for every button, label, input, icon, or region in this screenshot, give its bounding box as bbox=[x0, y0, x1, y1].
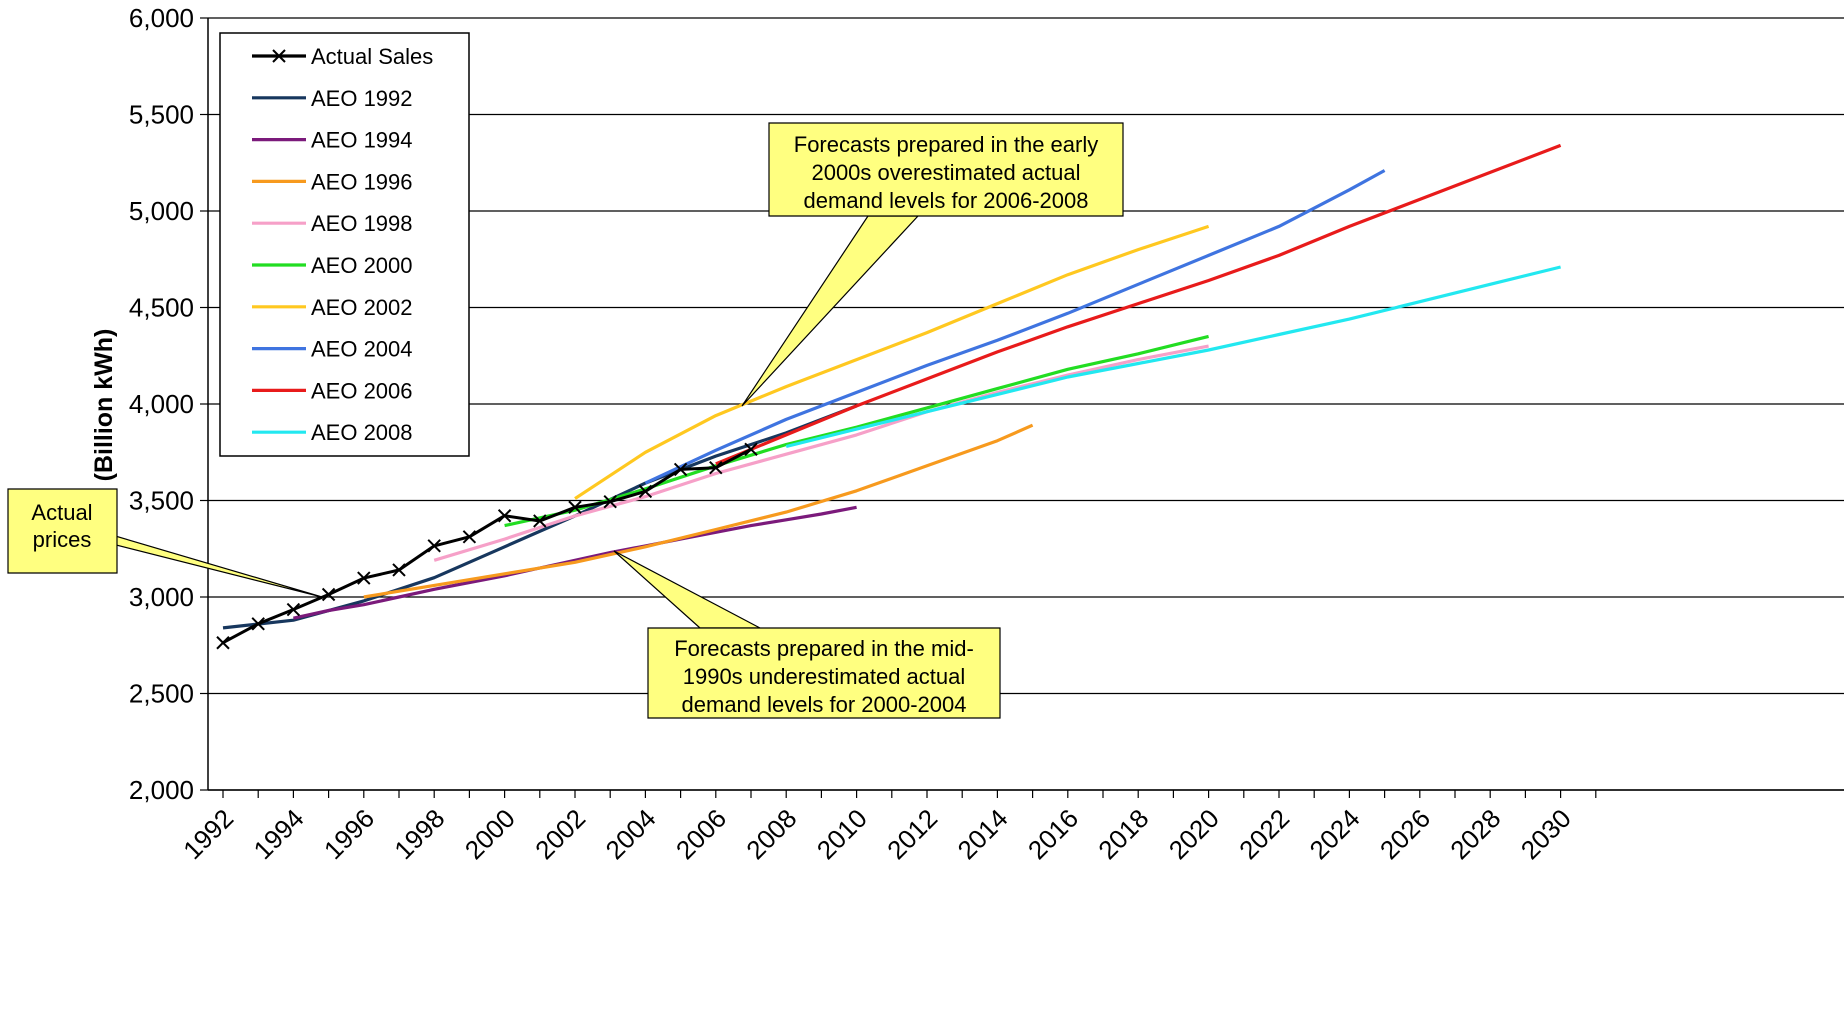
callout-text: Actual bbox=[31, 500, 92, 525]
x-tick-label: 2030 bbox=[1515, 803, 1577, 865]
data-point bbox=[251, 617, 265, 631]
legend-item: AEO 2008 bbox=[252, 420, 413, 445]
legend-item: AEO 2002 bbox=[252, 295, 413, 320]
callout-early-2000s: Forecasts prepared in the early 2000s ove… bbox=[741, 122, 1124, 407]
data-point bbox=[497, 509, 512, 523]
callout-text: Forecasts prepared in the mid- bbox=[674, 636, 974, 661]
x-tick-label: 2006 bbox=[670, 803, 732, 865]
data-point bbox=[673, 462, 688, 477]
x-tick-label: 2016 bbox=[1022, 803, 1084, 865]
data-point bbox=[462, 530, 477, 544]
x-tick-label: 1994 bbox=[248, 803, 310, 865]
data-point bbox=[709, 460, 723, 475]
legend-label: AEO 2008 bbox=[311, 420, 413, 445]
data-point bbox=[568, 500, 582, 514]
legend-item: AEO 2000 bbox=[252, 253, 413, 278]
legend-item: Actual Sales bbox=[252, 44, 433, 69]
legend-label: AEO 2000 bbox=[311, 253, 413, 278]
x-tick-label: 2026 bbox=[1374, 803, 1436, 865]
callout-box bbox=[769, 123, 1123, 216]
data-point bbox=[321, 587, 336, 602]
series-line-aeo-2000 bbox=[504, 334, 1209, 528]
legend-label: AEO 2004 bbox=[311, 337, 413, 362]
legend-label: AEO 2002 bbox=[311, 295, 413, 320]
series-line-aeo-1996 bbox=[363, 423, 1034, 599]
x-tick-label: 2018 bbox=[1092, 803, 1154, 865]
y-tick-label: 4,000 bbox=[129, 389, 194, 419]
legend-label: AEO 1996 bbox=[311, 169, 413, 194]
legend-label: AEO 2006 bbox=[311, 378, 413, 403]
series-line-actual-sales bbox=[222, 448, 752, 645]
legend-box bbox=[219, 32, 470, 457]
y-axis-label: (Billion kWh) bbox=[90, 329, 118, 482]
x-tick-label: 2010 bbox=[811, 803, 873, 865]
data-point bbox=[533, 514, 547, 528]
callout-text: demand levels for 2006-2008 bbox=[804, 188, 1089, 213]
x-tick-label: 2000 bbox=[459, 803, 521, 865]
legend-label: Actual Sales bbox=[311, 44, 433, 69]
legend-item: AEO 2006 bbox=[252, 378, 413, 403]
x-tick-label: 2002 bbox=[529, 803, 591, 865]
legend-item: AEO 1998 bbox=[252, 211, 413, 236]
series-line-aeo-1994 bbox=[293, 505, 857, 620]
legend-item: AEO 1994 bbox=[252, 128, 413, 153]
y-tick-label: 2,000 bbox=[129, 775, 194, 805]
series-line-aeo-2002 bbox=[574, 224, 1210, 500]
y-tick-label: 6,000 bbox=[129, 3, 194, 33]
series-line-aeo-2008 bbox=[785, 265, 1561, 449]
x-tick-label: 1998 bbox=[388, 803, 450, 865]
y-tick-label: 2,500 bbox=[129, 679, 194, 709]
x-tick-label: 2028 bbox=[1444, 803, 1506, 865]
legend-label: AEO 1994 bbox=[311, 128, 413, 153]
legend-item: AEO 1996 bbox=[252, 169, 413, 194]
legend-label: AEO 1998 bbox=[311, 211, 413, 236]
x-tick-label: 2008 bbox=[740, 803, 802, 865]
x-tick-label: 1992 bbox=[177, 803, 239, 865]
legend: Actual Sales AEO 1992 AEO 1994 AEO 1996 AEO … bbox=[219, 32, 470, 457]
data-point bbox=[286, 602, 301, 617]
y-tick-label: 3,000 bbox=[129, 582, 194, 612]
callout-text: 1990s underestimated actual bbox=[683, 664, 966, 689]
callout-text: Forecasts prepared in the early bbox=[794, 132, 1099, 157]
data-point bbox=[392, 563, 406, 577]
gridlines bbox=[208, 17, 1844, 791]
y-tick-label: 5,500 bbox=[129, 100, 194, 130]
callout-box bbox=[648, 628, 1000, 718]
data-point bbox=[744, 442, 758, 457]
x-tick-label: 2022 bbox=[1233, 803, 1295, 865]
data-point bbox=[603, 494, 617, 509]
x-tick-label: 1996 bbox=[318, 803, 380, 865]
y-tick-label: 3,500 bbox=[129, 486, 194, 516]
data-point bbox=[427, 539, 441, 553]
x-tick-label: 2024 bbox=[1304, 803, 1366, 865]
x-tick-label: 2014 bbox=[952, 803, 1014, 865]
series-line-aeo-1998 bbox=[433, 344, 1209, 562]
x-tick-label: 2020 bbox=[1163, 803, 1225, 865]
callout-mid-1990s: Forecasts prepared in the mid- 1990s unde… bbox=[613, 550, 1001, 719]
x-tick-label: 2012 bbox=[881, 803, 943, 865]
axes bbox=[200, 17, 1844, 798]
y-tick-label: 4,500 bbox=[129, 293, 194, 323]
legend-label: AEO 1992 bbox=[311, 86, 413, 111]
legend-item: AEO 1992 bbox=[252, 86, 413, 111]
x-tick-label: 2004 bbox=[600, 803, 662, 865]
data-point bbox=[357, 571, 371, 585]
callout-text: prices bbox=[33, 527, 92, 552]
callout-box bbox=[8, 489, 117, 573]
y-tick-label: 5,000 bbox=[129, 196, 194, 226]
plot-area bbox=[216, 143, 1562, 650]
callout-text: 2000s overestimated actual bbox=[811, 160, 1080, 185]
callout-text: demand levels for 2000-2004 bbox=[682, 692, 967, 717]
legend-item: AEO 2004 bbox=[252, 337, 413, 362]
series-line-aeo-2006 bbox=[715, 143, 1562, 466]
callout-pointer bbox=[613, 550, 761, 629]
data-point bbox=[638, 484, 653, 499]
data-point bbox=[216, 636, 230, 650]
series-line-aeo-2004 bbox=[644, 169, 1386, 485]
